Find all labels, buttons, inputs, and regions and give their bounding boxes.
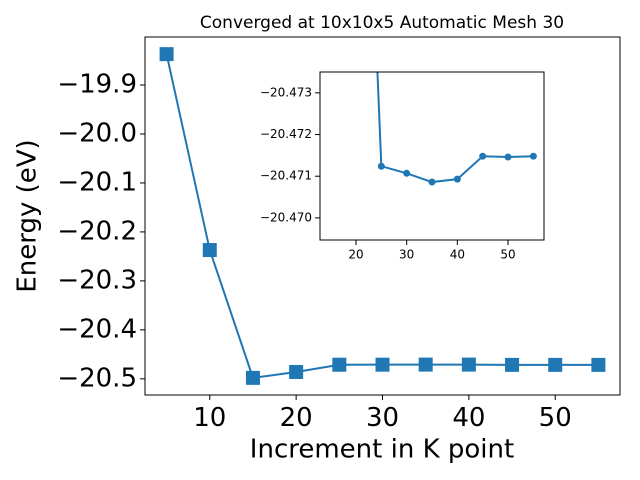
y-tick-label: −20.470 [260, 210, 312, 224]
marker [479, 152, 487, 160]
x-tick-label: 30 [399, 248, 414, 262]
marker [548, 357, 563, 372]
y-tick-label: −20.3 [57, 265, 137, 295]
x-tick-label: 40 [452, 403, 485, 433]
marker [591, 357, 606, 372]
x-tick-label: 30 [366, 403, 399, 433]
y-tick-label: −19.9 [57, 69, 137, 99]
x-tick-label: 50 [500, 248, 515, 262]
y-tick-label: −20.472 [260, 127, 312, 141]
x-tick-label: 20 [348, 248, 363, 262]
x-tick-label: 40 [450, 248, 465, 262]
marker [375, 357, 390, 372]
y-tick-label: −20.1 [57, 167, 137, 197]
marker [504, 153, 512, 161]
series-line [376, 72, 534, 184]
marker [245, 370, 260, 385]
chart-title: Converged at 10x10x5 Automatic Mesh 30 [200, 13, 564, 33]
marker [403, 169, 411, 177]
y-tick-label: −20.0 [57, 118, 137, 148]
y-tick-label: −20.2 [57, 216, 137, 246]
plot-group [159, 47, 606, 385]
marker [202, 243, 217, 258]
x-axis-label: Increment in K point [250, 435, 514, 465]
y-tick-label: −20.5 [57, 363, 137, 393]
marker [453, 175, 461, 183]
marker [377, 162, 385, 170]
x-tick-label: 20 [280, 403, 313, 433]
plot-group [376, 72, 537, 186]
marker [461, 357, 476, 372]
marker [289, 364, 304, 379]
marker [418, 357, 433, 372]
marker [428, 178, 436, 186]
marker [159, 47, 174, 62]
x-tick-label: 10 [193, 403, 226, 433]
y-tick-label: −20.471 [260, 169, 312, 183]
y-tick-label: −20.4 [57, 314, 137, 344]
marker [332, 357, 347, 372]
marker [529, 152, 537, 160]
y-axis-label: Energy (eV) [13, 139, 43, 292]
y-tick-label: −20.473 [260, 85, 312, 99]
axes-frame [319, 71, 545, 241]
marker [505, 357, 520, 372]
x-tick-label: 50 [539, 403, 572, 433]
